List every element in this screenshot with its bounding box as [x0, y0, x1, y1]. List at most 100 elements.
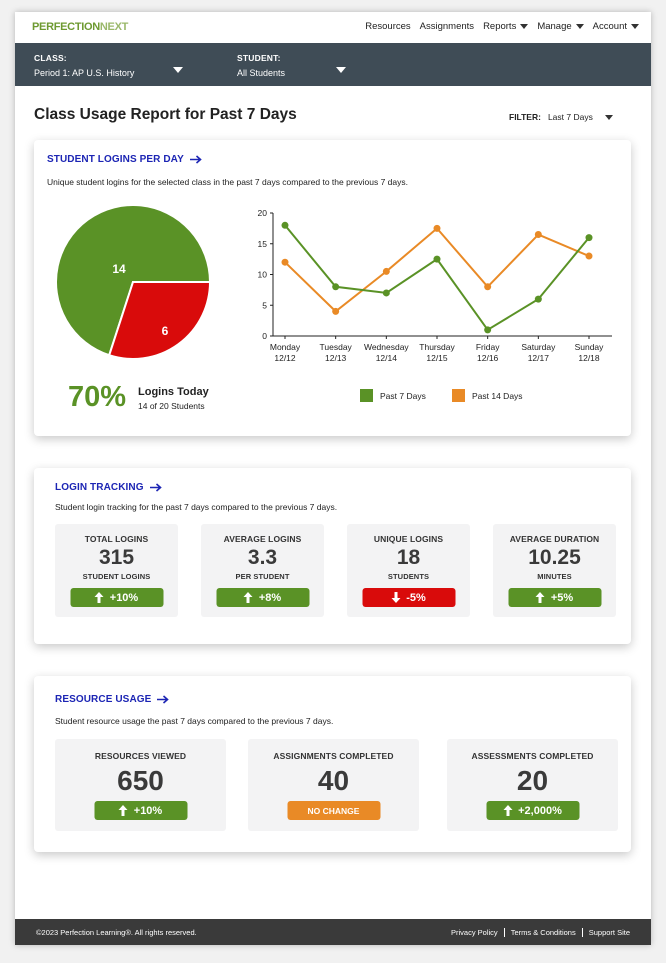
legend-swatch	[452, 389, 465, 402]
stat-box: TOTAL LOGINS 315 STUDENT LOGINS +10%	[55, 524, 178, 617]
logo-text-primary: PERFECTION	[32, 21, 100, 33]
logins-today-sub: 14 of 20 Students	[138, 401, 205, 411]
stat-unit: STUDENT LOGINS	[82, 572, 151, 581]
series-point	[332, 283, 340, 291]
filter-label: FILTER:	[509, 112, 541, 122]
stat-change: +5%	[550, 591, 574, 604]
top-nav: PERFECTIONNEXT Resources Assignments Rep…	[15, 12, 651, 43]
student-logins-description: Unique student logins for the selected c…	[47, 177, 408, 187]
logo[interactable]: PERFECTIONNEXT	[32, 21, 128, 33]
stat-box: RESOURCES VIEWED 650 +10%	[55, 739, 226, 831]
class-select[interactable]: CLASS: Period 1: AP U.S. History	[34, 53, 189, 78]
stat-value: 10.25	[528, 546, 581, 569]
nav-manage[interactable]: Manage	[537, 21, 584, 32]
nav-resources[interactable]: Resources	[365, 21, 410, 32]
series-point	[585, 234, 593, 242]
login-tracking-heading[interactable]: LOGIN TRACKING	[55, 482, 162, 493]
student-dropdown-icon[interactable]	[336, 67, 346, 73]
x-tick-date: 12/14	[376, 353, 398, 363]
student-select[interactable]: STUDENT: All Students	[237, 53, 357, 78]
stat-change: +10%	[109, 591, 139, 604]
footer-link-privacy[interactable]: Privacy Policy	[451, 928, 498, 937]
arrow-up-icon	[94, 592, 104, 603]
stat-change-badge: +10%	[70, 588, 163, 607]
student-select-value: All Students	[237, 68, 286, 78]
logins-pie-chart: 14 6	[55, 204, 212, 360]
x-tick-date: 12/17	[528, 353, 550, 363]
nav-label: Reports	[483, 21, 517, 32]
filter-select[interactable]: FILTER: Last 7 Days	[509, 112, 613, 122]
class-select-label: CLASS:	[34, 53, 67, 63]
series-point	[433, 255, 441, 263]
nav-reports[interactable]: Reports	[483, 21, 529, 32]
series-point	[585, 252, 593, 260]
resource-usage-card: RESOURCE USAGE Student resource usage th…	[34, 676, 631, 852]
stat-label: UNIQUE LOGINS	[373, 534, 444, 544]
stat-change: -5%	[406, 591, 426, 604]
chevron-down-icon	[520, 24, 529, 29]
footer-links: Privacy Policy Terms & Conditions Suppor…	[445, 928, 630, 937]
series-point	[382, 267, 390, 275]
footer: ©2023 Perfection Learning®. All rights r…	[15, 919, 651, 945]
nav-links: Resources Assignments Reports Manage Acc…	[365, 21, 639, 32]
arrow-right-icon	[189, 155, 202, 164]
legend-swatch	[360, 389, 373, 402]
stat-label: RESOURCES VIEWED	[94, 751, 187, 761]
footer-link-support[interactable]: Support Site	[581, 928, 630, 937]
stat-box: UNIQUE LOGINS 18 STUDENTS -5%	[347, 524, 470, 617]
series-point	[534, 295, 542, 303]
arrow-right-icon	[149, 483, 162, 492]
stat-box: ASSIGNMENTS COMPLETED 40 NO CHANGE	[248, 739, 419, 831]
arrow-up-icon	[118, 805, 128, 816]
stat-label: TOTAL LOGINS	[84, 534, 149, 544]
x-tick-label: Friday	[476, 342, 500, 352]
series-point	[484, 283, 492, 291]
series-point	[281, 258, 289, 266]
legend-past-7: Past 7 Days	[360, 389, 426, 402]
nav-assignments[interactable]: Assignments	[420, 21, 474, 32]
series-line	[284, 224, 590, 332]
chevron-down-icon	[575, 24, 584, 29]
stat-change-badge: +10%	[94, 801, 187, 820]
student-logins-heading[interactable]: STUDENT LOGINS PER DAY	[47, 154, 202, 165]
stat-box: ASSESSMENTS COMPLETED 20 +2,000%	[447, 739, 618, 831]
series-point	[332, 307, 340, 315]
x-tick-label: Wednesday	[364, 342, 409, 352]
footer-link-terms[interactable]: Terms & Conditions	[503, 928, 582, 937]
class-dropdown-icon[interactable]	[173, 67, 183, 73]
y-tick-label: 20	[258, 208, 268, 218]
arrow-up-icon	[535, 592, 545, 603]
series-line	[284, 226, 590, 313]
logo-text-secondary: NEXT	[99, 21, 129, 33]
stat-label: ASSESSMENTS COMPLETED	[471, 751, 594, 761]
nav-account[interactable]: Account	[593, 21, 639, 32]
pie-slice-not-logged-in	[107, 281, 212, 360]
series-point	[382, 289, 390, 297]
stat-value: 20	[516, 765, 549, 796]
series-point	[484, 326, 492, 334]
arrow-right-icon	[157, 695, 170, 704]
legend-label: Past 14 Days	[472, 390, 523, 401]
x-tick-label: Saturday	[521, 342, 556, 352]
stat-value: 40	[317, 765, 350, 796]
stat-unit: MINUTES	[537, 572, 572, 581]
legend-past-14: Past 14 Days	[452, 389, 523, 402]
logins-today-label: Logins Today	[138, 386, 209, 398]
stat-unit: STUDENTS	[387, 572, 430, 581]
stat-change: +2,000%	[518, 804, 562, 817]
stat-value: 315	[98, 546, 135, 569]
x-tick-label: Thursday	[419, 342, 455, 352]
x-tick-date: 12/12	[274, 353, 296, 363]
stat-change-badge: +8%	[216, 588, 309, 607]
resource-usage-heading[interactable]: RESOURCE USAGE	[55, 694, 170, 705]
stat-value: 3.3	[247, 546, 278, 569]
footer-copyright: ©2023 Perfection Learning®. All rights r…	[36, 928, 197, 937]
nav-label: Manage	[537, 21, 572, 32]
login-tracking-card: LOGIN TRACKING Student login tracking fo…	[34, 468, 631, 644]
arrow-up-icon	[503, 805, 513, 816]
stat-label: AVERAGE LOGINS	[223, 534, 302, 544]
series-point	[281, 221, 289, 229]
y-tick-label: 0	[262, 331, 267, 341]
student-logins-card: STUDENT LOGINS PER DAY Unique student lo…	[34, 140, 631, 436]
